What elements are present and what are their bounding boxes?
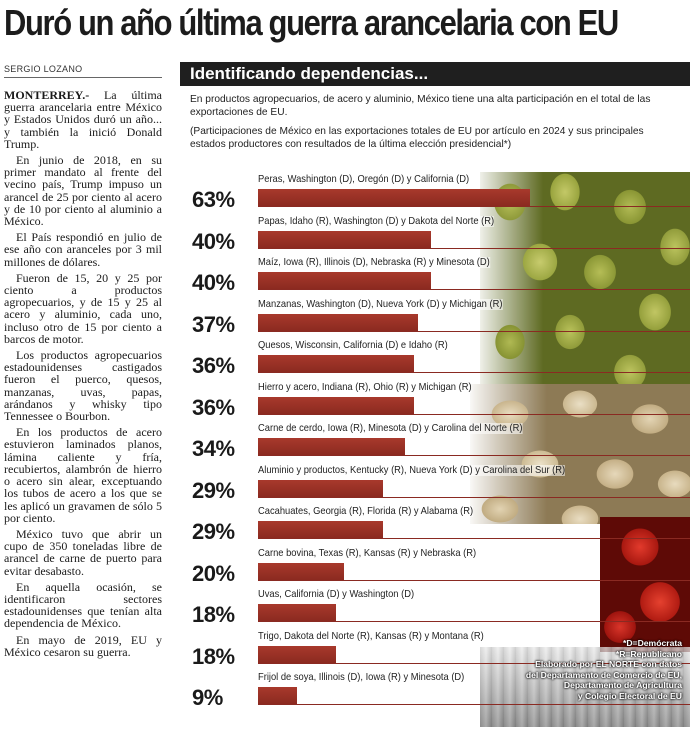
- bar-category-label: Aluminio y productos, Kentucky (R), Nuev…: [258, 464, 566, 476]
- chart-row: 29% Aluminio y productos, Kentucky (R), N…: [180, 463, 690, 505]
- bar-baseline: [258, 496, 690, 498]
- chart-bar: [258, 396, 414, 414]
- bar-category-label: Manzanas, Washington (D), Nueva York (D)…: [258, 298, 503, 310]
- bar-value-label: 18%: [192, 643, 235, 669]
- legend-republican: *R=Republicano: [615, 648, 682, 659]
- chart-row: 9% Frijol de soya, Illinois (D), Iowa (R)…: [180, 670, 690, 712]
- infographic: Identificando dependencias... En product…: [180, 62, 690, 727]
- chart-row: 36% Hierro y acero, Indiana (R), Ohio (R)…: [180, 380, 690, 422]
- bar-value-label: 37%: [192, 311, 235, 337]
- bar-category-label: Quesos, Wisconsin, California (D) e Idah…: [258, 340, 448, 351]
- bar-category-label: Papas, Idaho (R), Washington (D) y Dakot…: [258, 215, 495, 227]
- chart-bar: [258, 521, 384, 538]
- apples-photo: [600, 517, 690, 652]
- bar-category-label: Cacahuates, Georgia (R), Florida (R) y A…: [258, 506, 474, 517]
- bar-category-label: Uvas, California (D) y Washington (D): [258, 589, 415, 600]
- article-paragraph: En mayo de 2019, EU y México cesaron su …: [4, 632, 162, 659]
- chart-bar: [258, 230, 431, 248]
- bar-value-label: 29%: [192, 477, 235, 503]
- article-paragraph: Fueron de 15, 20 y 25 por ciento a produ…: [4, 270, 162, 346]
- source-line: y Colegio Electoral de EU: [577, 690, 682, 701]
- infographic-intro: En productos agropecuarios, de acero y a…: [190, 94, 651, 118]
- bar-baseline: [258, 289, 690, 290]
- chart-bar: [258, 272, 431, 289]
- bar-value-label: 18%: [192, 602, 235, 627]
- chart-row: 40% Maíz, Iowa (R), Illinois (D), Nebrask…: [180, 255, 690, 297]
- bar-value-label: 63%: [192, 187, 235, 212]
- chart-bar: [258, 645, 336, 663]
- source-line: Departamento de Agricultura: [563, 680, 682, 691]
- chart-row: 37% Manzanas, Washington (D), Nueva York …: [180, 297, 690, 339]
- bar-category-label: Hierro y acero, Indiana (R), Ohio (R) y …: [258, 381, 472, 393]
- legend-democrat: *D=Demócrata: [623, 638, 682, 648]
- bar-value-label: 40%: [192, 228, 235, 254]
- infographic-note: (Participaciones de México en las export…: [190, 126, 644, 150]
- bar-value-label: 29%: [192, 519, 235, 544]
- bar-category-label: Trigo, Dakota del Norte (R), Kansas (R) …: [258, 630, 484, 642]
- bar-baseline: [258, 372, 690, 373]
- headline: Duró un año última guerra arancelaria co…: [4, 2, 619, 43]
- dateline: MONTERREY.-: [4, 88, 90, 102]
- chart-row: 36% Quesos, Wisconsin, California (D) e I…: [180, 338, 690, 380]
- article-paragraph: MONTERREY.- La última guerra arancelaria…: [4, 89, 162, 150]
- bar-baseline: [258, 621, 690, 622]
- article-paragraph: En aquella ocasión, se identificaron sec…: [4, 579, 162, 631]
- bar-baseline: [258, 704, 690, 705]
- bar-baseline: [258, 330, 690, 332]
- bar-baseline: [258, 579, 690, 581]
- chart-bar: [258, 604, 336, 621]
- article-paragraph: El País respondió en julio de ese año co…: [4, 230, 162, 269]
- source-line: Elaborado por EL NORTE con datos: [535, 659, 682, 670]
- bar-value-label: 34%: [192, 436, 235, 461]
- byline: SERGIO LOZANO: [4, 64, 162, 78]
- chart-row: 63% Peras, Washington (D), Oregón (D) y C…: [180, 172, 690, 214]
- chart-bar: [258, 562, 345, 580]
- credits: *D=Demócrata *R=Republicano Elaborado po…: [510, 638, 682, 702]
- chart-row: 18% Uvas, California (D) y Washington (D): [180, 587, 690, 629]
- chart-row: 34% Carne de cerdo, Iowa (R), Minesota (D…: [180, 421, 690, 463]
- article-paragraph: México tuvo que abrir un cupo de 350 ton…: [4, 526, 162, 578]
- bar-category-label: Peras, Washington (D), Oregón (D) y Cali…: [258, 174, 470, 185]
- pears-photo: [480, 172, 690, 392]
- bar-baseline: [258, 206, 690, 207]
- chart-bar: [258, 479, 384, 497]
- chart-bar: [258, 438, 405, 455]
- article-body: MONTERREY.- La última guerra arancelaria…: [4, 89, 162, 662]
- bar-baseline: [258, 538, 690, 539]
- chart-bar: [258, 313, 418, 331]
- bar-value-label: 36%: [192, 394, 235, 420]
- chart-bar: [258, 189, 531, 206]
- source-line: del Departamento de Comercio de EU,: [525, 669, 682, 680]
- bar-baseline: [258, 455, 690, 456]
- bar-baseline: [258, 247, 690, 249]
- chart-row: 40% Papas, Idaho (R), Washington (D) y Da…: [180, 214, 690, 256]
- chart-row: 20% Carne bovina, Texas (R), Kansas (R) y…: [180, 546, 690, 588]
- bar-value-label: 36%: [192, 353, 235, 378]
- bar-value-label: 9%: [192, 685, 223, 710]
- chart-bar: [258, 355, 414, 372]
- chart-bar: [258, 687, 297, 704]
- bar-value-label: 40%: [192, 270, 235, 295]
- potatoes-photo: [470, 384, 690, 524]
- chart-row: 29% Cacahuates, Georgia (R), Florida (R) …: [180, 504, 690, 546]
- bar-category-label: Frijol de soya, Illinois (D), Iowa (R) y…: [258, 672, 465, 683]
- article-paragraph: En junio de 2018, en su primer mandato a…: [4, 153, 162, 229]
- infographic-title: Identificando dependencias...: [180, 62, 690, 86]
- article-text: La última guerra arancelaria entre Méxic…: [4, 88, 162, 151]
- bar-category-label: Carne de cerdo, Iowa (R), Minesota (D) y…: [258, 423, 523, 434]
- article-paragraph: Los productos agropecuarios estadouniden…: [4, 348, 162, 424]
- chart-row: 18% Trigo, Dakota del Norte (R), Kansas (…: [180, 629, 690, 671]
- bar-baseline: [258, 662, 690, 664]
- bar-category-label: Maíz, Iowa (R), Illinois (D), Nebraska (…: [258, 257, 490, 268]
- article-paragraph: En los productos de acero estuvieron lam…: [4, 425, 162, 525]
- bar-value-label: 20%: [192, 560, 235, 586]
- bar-baseline: [258, 413, 690, 415]
- bar-category-label: Carne bovina, Texas (R), Kansas (R) y Ne…: [258, 547, 477, 559]
- steel-coils-photo: [480, 647, 690, 727]
